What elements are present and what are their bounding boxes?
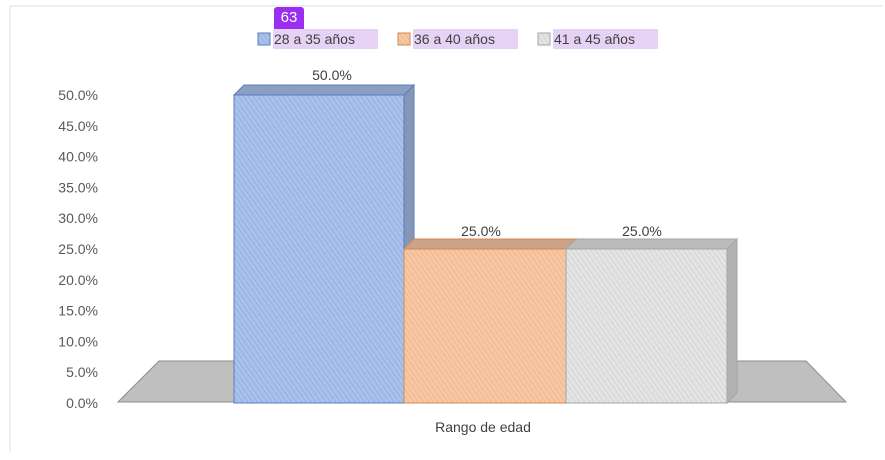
legend-label-highlight xyxy=(413,29,518,49)
y-tick-label: 45.0% xyxy=(58,118,98,134)
y-tick-label: 50.0% xyxy=(58,87,98,103)
legend-label: 41 a 45 años xyxy=(554,31,635,47)
y-tick-label: 30.0% xyxy=(58,210,98,226)
y-tick-label: 40.0% xyxy=(58,149,98,165)
bar-top xyxy=(232,84,416,96)
bar-top xyxy=(402,238,578,250)
y-tick-label: 15.0% xyxy=(58,303,98,319)
y-tick-label: 0.0% xyxy=(66,395,98,411)
bar-side xyxy=(726,237,738,405)
annotation-badge: 63 xyxy=(274,7,304,29)
bar xyxy=(233,94,405,404)
legend-label-highlight xyxy=(553,29,658,49)
data-label: 50.0% xyxy=(312,67,352,83)
y-tick-label: 25.0% xyxy=(58,241,98,257)
y-tick-label: 35.0% xyxy=(58,179,98,195)
y-tick-label: 5.0% xyxy=(66,364,98,380)
x-axis-label: Rango de edad xyxy=(435,419,531,435)
data-label: 25.0% xyxy=(461,223,501,239)
legend-label: 28 a 35 años xyxy=(274,31,355,47)
bar xyxy=(403,248,567,404)
legend-swatch xyxy=(537,32,551,46)
y-tick-label: 10.0% xyxy=(58,333,98,349)
legend-swatch xyxy=(257,32,271,46)
data-label: 25.0% xyxy=(622,223,662,239)
legend-label: 36 a 40 años xyxy=(414,31,495,47)
bar xyxy=(565,248,728,404)
legend-label-highlight xyxy=(273,29,378,49)
bar-top xyxy=(564,238,739,250)
y-tick-label: 20.0% xyxy=(58,272,98,288)
legend-swatch xyxy=(397,32,411,46)
